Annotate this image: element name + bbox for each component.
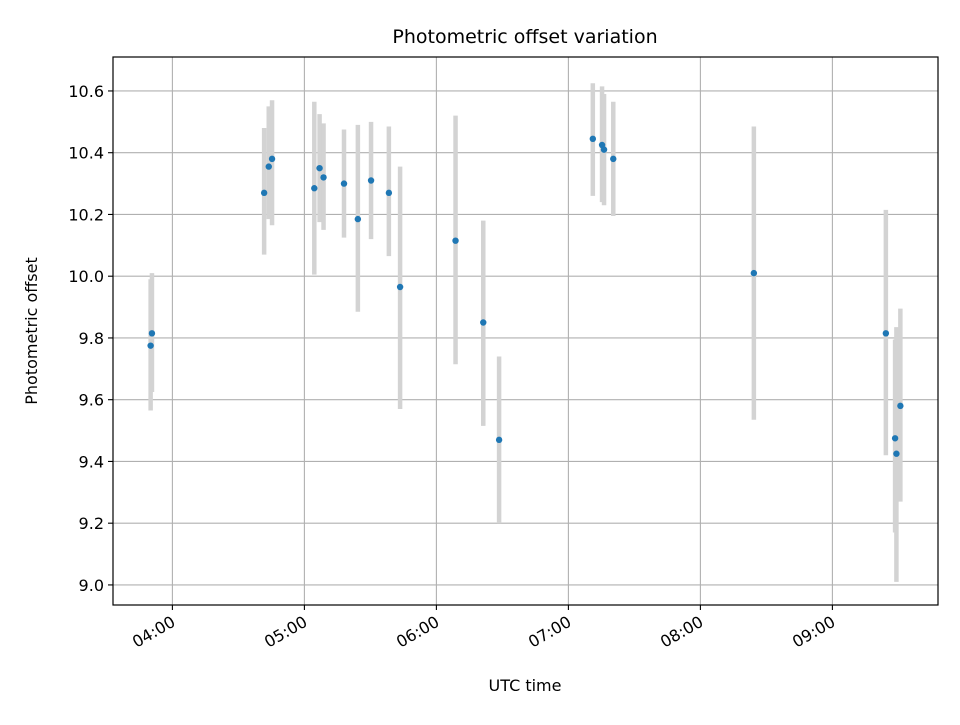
data-point-16: [589, 135, 597, 143]
y-tick-label: 10.4: [68, 144, 104, 163]
data-point-21: [882, 330, 890, 337]
data-point-13: [452, 237, 459, 244]
data-point-8: [340, 180, 348, 187]
data-point-0: [147, 342, 154, 349]
data-point-7: [320, 174, 327, 181]
y-tick-label: 10.0: [68, 267, 104, 286]
data-point-24: [897, 402, 904, 410]
data-point-1: [148, 330, 156, 337]
chart-title: Photometric offset variation: [392, 26, 657, 48]
data-points: [147, 135, 904, 457]
y-tick-label: 9.4: [79, 452, 104, 471]
data-point-18: [600, 146, 608, 153]
x-axis-label: UTC time: [489, 676, 562, 695]
data-point-5: [311, 185, 318, 192]
y-axis-label: Photometric offset: [22, 257, 41, 405]
data-point-10: [367, 177, 375, 184]
grid: [113, 57, 938, 605]
y-axis-ticks: 9.0 9.2 9.4 9.6 9.8 10.0 10.2 10.4 10.6: [68, 82, 113, 595]
data-point-14: [480, 319, 487, 326]
data-point-19: [610, 155, 617, 163]
y-tick-label: 9.6: [79, 391, 104, 410]
data-point-11: [385, 189, 393, 197]
y-tick-label: 10.2: [68, 205, 104, 224]
plot-frame: [112, 56, 939, 606]
y-tick-label: 9.8: [79, 329, 104, 348]
data-point-12: [396, 283, 404, 291]
y-tick-label: 10.6: [68, 82, 104, 101]
data-point-9: [354, 215, 362, 223]
data-point-22: [891, 435, 899, 442]
y-tick-label: 9.2: [79, 514, 104, 533]
data-point-6: [316, 164, 323, 172]
y-tick-label: 9.0: [79, 576, 104, 595]
data-point-4: [268, 155, 276, 163]
data-point-2: [260, 189, 268, 197]
data-point-23: [893, 450, 900, 457]
data-point-3: [265, 163, 272, 170]
data-point-20: [750, 269, 758, 277]
data-point-15: [495, 436, 503, 444]
